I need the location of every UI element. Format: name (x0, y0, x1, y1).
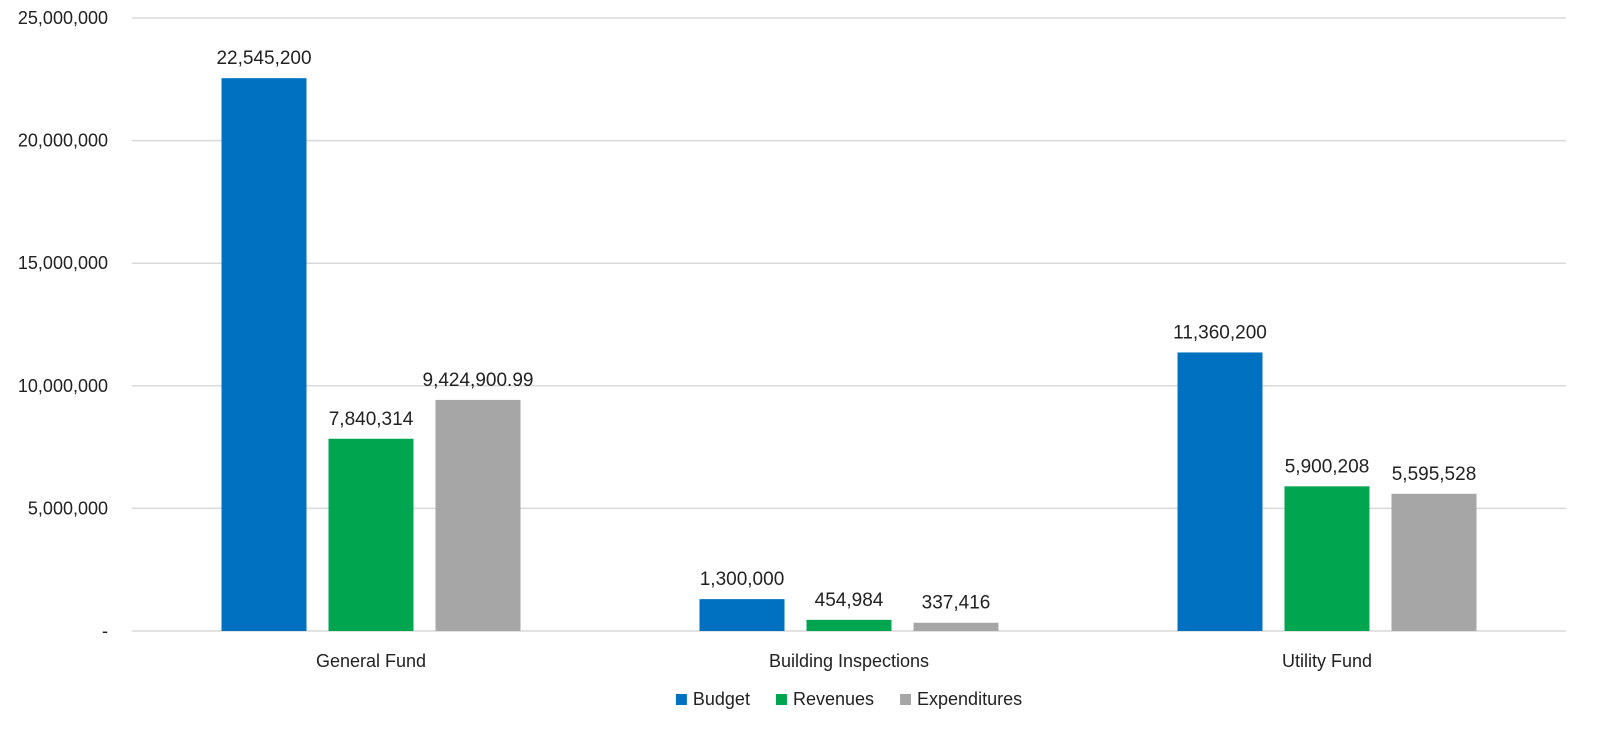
bar-budget (699, 599, 785, 631)
data-label: 9,424,900.99 (423, 370, 534, 391)
legend-item-revenues: Revenues (775, 689, 874, 709)
x-axis-tick-labels: General Fund Building Inspections Utility … (316, 651, 1372, 671)
bar-expenditures (1391, 493, 1477, 631)
y-tick-label: 20,000,000 (18, 131, 108, 151)
legend-label: Revenues (793, 689, 874, 709)
bar-budget (1177, 352, 1263, 631)
y-tick-label: 25,000,000 (18, 8, 108, 28)
data-label: 5,595,528 (1392, 464, 1477, 485)
legend-label: Budget (693, 689, 750, 709)
y-axis-tick-labels: - 5,000,000 10,000,000 15,000,000 20,000,000… (18, 8, 108, 641)
bar-revenues (328, 438, 414, 631)
data-label: 11,360,200 (1173, 322, 1267, 343)
legend-item-budget: Budget (675, 689, 750, 709)
y-tick-label: 5,000,000 (28, 498, 108, 518)
data-label: 7,840,314 (329, 409, 414, 430)
legend: Budget Revenues Expenditures (675, 689, 1022, 709)
bar-expenditures (913, 622, 999, 631)
bar-expenditures (435, 399, 521, 631)
bars (221, 78, 1477, 631)
data-labels: 22,545,200 7,840,314 9,424,900.99 1,300,000… (216, 48, 1476, 614)
y-tick-label: - (102, 621, 108, 641)
bar-budget (221, 78, 307, 631)
y-tick-label: 10,000,000 (18, 376, 108, 396)
x-tick-label: Building Inspections (769, 651, 929, 671)
x-tick-label: Utility Fund (1282, 651, 1372, 671)
legend-swatch (900, 694, 912, 705)
legend-label: Expenditures (917, 689, 1022, 709)
bar-revenues (1284, 486, 1370, 631)
legend-swatch (775, 694, 787, 705)
x-tick-label: General Fund (316, 651, 426, 671)
data-label: 1,300,000 (700, 569, 785, 590)
legend-item-expenditures: Expenditures (900, 689, 1022, 709)
y-tick-label: 15,000,000 (18, 253, 108, 273)
data-label: 22,545,200 (216, 48, 311, 69)
data-label: 337,416 (922, 593, 991, 614)
bar-revenues (806, 619, 892, 631)
legend-swatch (675, 694, 687, 705)
data-label: 5,900,208 (1285, 456, 1370, 477)
data-label: 454,984 (815, 590, 884, 611)
